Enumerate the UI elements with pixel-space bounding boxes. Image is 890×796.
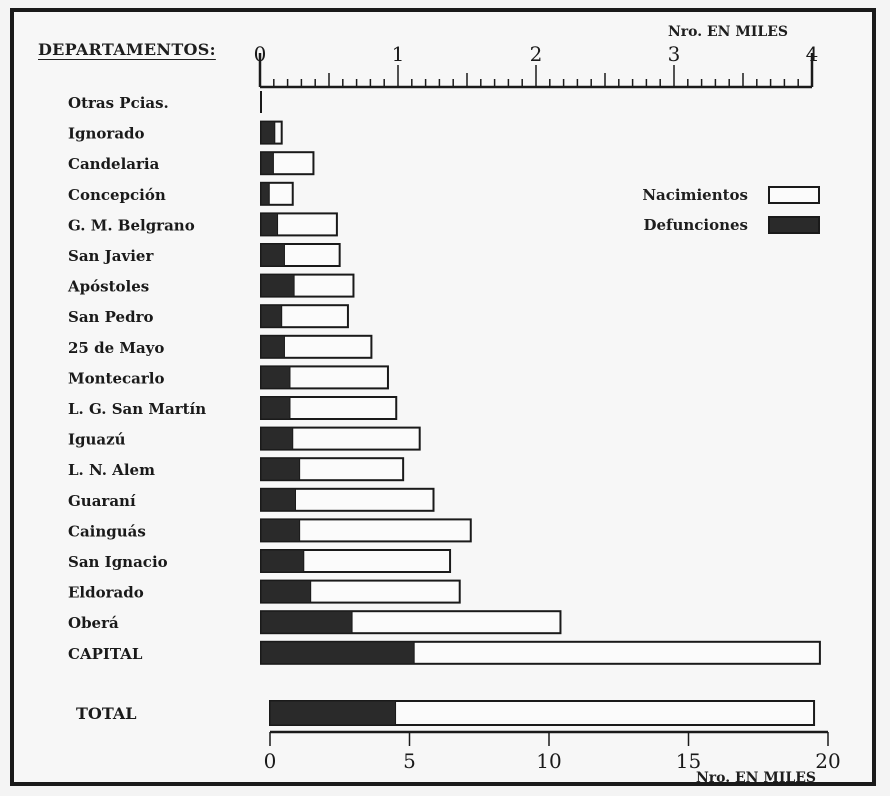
top-axis-tick-label: 4 <box>806 42 819 66</box>
department-label: L. G. San Martín <box>68 400 206 418</box>
deaths-bar <box>260 457 301 481</box>
top-axis-unit-label: Nro. EN MILES <box>668 24 789 40</box>
deaths-bar <box>260 427 294 451</box>
top-axis-tick-label: 0 <box>254 42 267 66</box>
deaths-bar <box>260 488 296 512</box>
department-label: Eldorado <box>68 584 144 602</box>
department-label: CAPITAL <box>68 645 143 663</box>
department-label: San Javier <box>68 247 154 265</box>
deaths-bar <box>260 335 285 359</box>
department-label: Iguazú <box>68 431 126 449</box>
department-label: Oberá <box>68 614 119 632</box>
legend-births-swatch <box>768 186 820 204</box>
department-label: San Pedro <box>68 308 154 326</box>
deaths-bar <box>260 580 312 604</box>
top-axis-tick-label: 2 <box>530 42 543 66</box>
bottom-axis-tick-label: 0 <box>264 749 277 773</box>
deaths-bar <box>260 304 283 328</box>
department-label: 25 de Mayo <box>68 339 164 357</box>
deaths-bar <box>260 151 274 175</box>
legend-deaths: Defunciones <box>600 214 820 236</box>
legend-deaths-swatch <box>768 216 820 234</box>
legend-deaths-label: Defunciones <box>643 216 748 234</box>
top-axis-tick-label: 3 <box>668 42 681 66</box>
top-axis-tick-label: 1 <box>392 42 405 66</box>
deaths-bar <box>260 121 276 145</box>
department-label: Guaraní <box>68 492 136 510</box>
deaths-bar <box>260 396 291 420</box>
department-label: Otras Pcias. <box>68 94 169 112</box>
bottom-axis-unit-label: Nro. EN MILES <box>696 770 817 786</box>
department-label: San Ignacio <box>68 553 168 571</box>
deaths-bar <box>260 641 415 665</box>
department-label: Concepción <box>68 186 166 204</box>
deaths-bar <box>260 365 291 389</box>
department-label: Ignorado <box>68 125 145 143</box>
total-deaths-bar <box>269 700 397 726</box>
department-label: Apóstoles <box>67 278 149 296</box>
bottom-axis-tick-label: 5 <box>403 749 416 773</box>
deaths-bar <box>260 610 353 634</box>
department-label: L. N. Alem <box>68 461 155 479</box>
legend-births-label: Nacimientos <box>642 186 748 204</box>
department-label: Cainguás <box>68 522 146 540</box>
deaths-bar <box>260 518 301 542</box>
bottom-axis-tick-label: 15 <box>676 749 701 773</box>
legend-births: Nacimientos <box>600 184 820 206</box>
department-label: Candelaria <box>68 155 160 173</box>
departments-heading: DEPARTAMENTOS: <box>38 40 216 59</box>
bottom-axis-tick-label: 10 <box>536 749 561 773</box>
deaths-bar <box>260 243 285 267</box>
deaths-bar <box>260 212 279 236</box>
bottom-axis-tick-label: 20 <box>815 749 840 773</box>
total-label: TOTAL <box>76 704 137 723</box>
deaths-bar <box>260 182 270 206</box>
department-label: Montecarlo <box>68 369 164 387</box>
deaths-bar <box>260 549 305 573</box>
department-label: G. M. Belgrano <box>68 216 195 234</box>
deaths-bar <box>260 274 295 298</box>
